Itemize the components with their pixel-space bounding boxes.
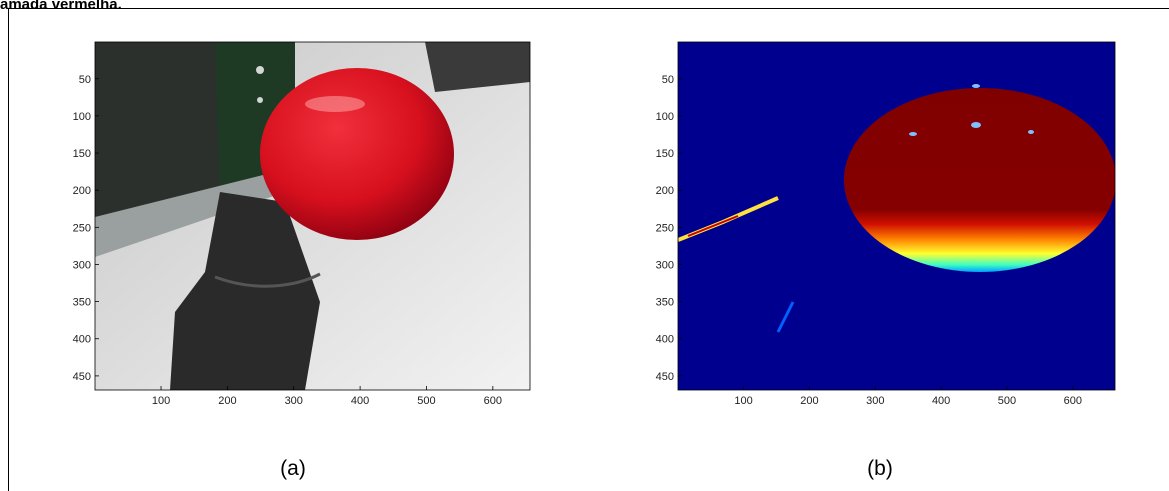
x-tick-label: 600	[1064, 395, 1082, 407]
x-tick-label: 500	[417, 395, 435, 407]
photo-a	[95, 42, 530, 390]
x-tick-label: 400	[351, 395, 369, 407]
y-tick-label: 150	[656, 148, 674, 160]
y-tick-label: 100	[656, 111, 674, 123]
x-tick-label: 300	[866, 395, 884, 407]
caption: (b)	[867, 457, 893, 480]
y-tick-label: 450	[656, 371, 674, 383]
x-tick-label: 600	[484, 395, 502, 407]
y-tick-label: 400	[73, 334, 91, 346]
y-tick-label: 350	[656, 297, 674, 309]
y-tick-label: 200	[73, 185, 91, 197]
y-tick-label: 400	[656, 334, 674, 346]
x-tick-label: 100	[734, 395, 752, 407]
caption: (a)	[280, 457, 306, 480]
y-tick-label: 50	[662, 74, 674, 86]
x-tick-label: 200	[800, 395, 818, 407]
y-tick-label: 50	[79, 74, 91, 86]
y-tick-label: 350	[73, 297, 91, 309]
x-tick-label: 100	[152, 395, 170, 407]
y-tick-label: 150	[73, 148, 91, 160]
y-tick-label: 300	[656, 259, 674, 271]
y-tick-label: 450	[73, 371, 91, 383]
figure-page: amada vermelha. 100 200 300 400 500 600 50 100 1…	[0, 0, 1169, 491]
y-tick-label: 100	[73, 111, 91, 123]
heatmap-b	[678, 42, 1128, 390]
y-tick-label: 300	[73, 259, 91, 271]
x-tick-label: 500	[998, 395, 1016, 407]
y-tick-label: 250	[656, 222, 674, 234]
x-tick-label: 300	[285, 395, 303, 407]
header-text: amada vermelha.	[0, 0, 122, 13]
y-tick-label: 200	[656, 185, 674, 197]
y-tick-label: 250	[73, 222, 91, 234]
x-tick-label: 400	[932, 395, 950, 407]
x-tick-label: 200	[218, 395, 236, 407]
